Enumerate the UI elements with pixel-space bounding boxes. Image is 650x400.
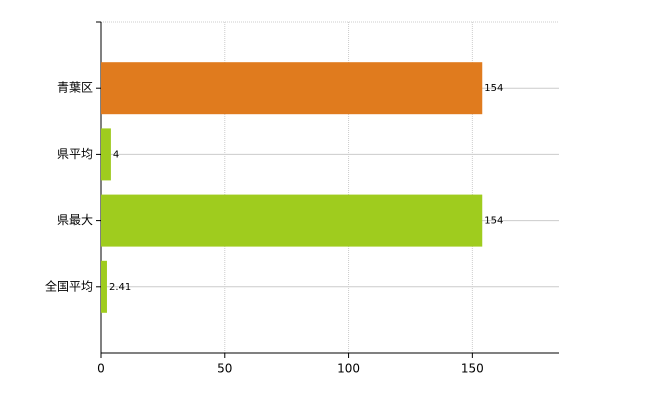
value-label: 2.41 [109,282,131,293]
value-label: 4 [113,149,119,160]
value-label: 154 [484,216,503,227]
y-tick-label: 県最大 [57,213,93,227]
bar [101,260,107,313]
y-tick-label: 県平均 [57,147,93,161]
y-tick-label: 青葉区 [57,81,93,95]
bar [101,62,483,115]
bar [101,128,111,181]
x-tick-label: 50 [217,362,232,376]
y-tick-label: 全国平均 [45,278,93,293]
x-tick-label: 0 [97,362,105,376]
bar [101,194,483,247]
x-tick-label: 150 [461,362,484,376]
value-label: 154 [484,83,503,94]
x-tick-label: 100 [337,362,360,376]
